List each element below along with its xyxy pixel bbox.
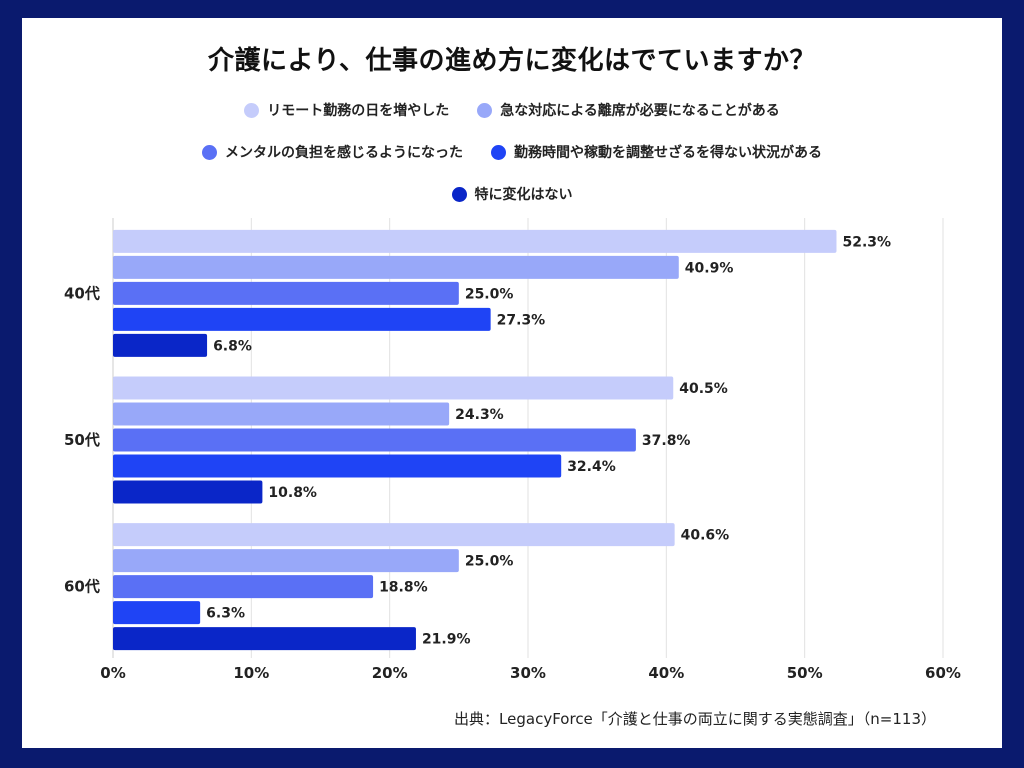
category-label: 40代: [64, 284, 100, 302]
bar: [113, 281, 459, 305]
source-note: 出典：LegacyForce「介護と仕事の両立に関する実態調査」（n=113）: [454, 710, 936, 728]
legend-label: リモート勤務の日を増やした: [267, 103, 450, 119]
x-tick-label: 0%: [100, 664, 125, 682]
data-label: 25.0%: [465, 554, 514, 570]
data-label: 18.8%: [379, 580, 428, 596]
legend-row-3: 特に変化はない: [22, 184, 1002, 204]
x-tick-label: 20%: [372, 664, 408, 682]
bar: [113, 402, 450, 426]
x-tick-label: 60%: [925, 664, 961, 682]
data-label: 52.3%: [842, 234, 891, 250]
legend-swatch: [451, 186, 467, 202]
category-label: 60代: [64, 578, 100, 596]
bar: [113, 523, 675, 547]
x-tick-label: 10%: [233, 664, 269, 682]
data-label: 40.5%: [679, 381, 728, 397]
legend-row-1: リモート勤務の日を増やした 急な対応による離席が必要になることがある: [22, 100, 1002, 120]
legend-item: 急な対応による離席が必要になることがある: [477, 100, 780, 120]
category-label: 50代: [64, 431, 100, 449]
bar: [113, 255, 679, 279]
x-tick-label: 50%: [787, 664, 823, 682]
legend-label: 勤務時間や稼動を調整せざるを得ない状況がある: [514, 145, 822, 161]
bar: [113, 575, 374, 599]
legend-swatch: [477, 102, 493, 118]
legend-item: メンタルの負担を感じるようになった: [202, 142, 463, 162]
bar: [113, 229, 837, 253]
x-tick-label: 40%: [648, 664, 684, 682]
bar: [113, 428, 636, 452]
data-label: 40.6%: [681, 528, 730, 544]
data-label: 6.8%: [213, 338, 252, 354]
legend-item: 特に変化はない: [451, 184, 573, 204]
legend-row-2: メンタルの負担を感じるようになった 勤務時間や稼動を調整せざるを得ない状況がある: [22, 142, 1002, 162]
data-label: 25.0%: [465, 286, 514, 302]
bar: [113, 601, 201, 625]
bar: [113, 333, 208, 357]
data-label: 37.8%: [642, 433, 691, 449]
chart-card: 介護により、仕事の進め方に変化はでていますか？ リモート勤務の日を増やした 急な…: [22, 18, 1002, 748]
legend-label: メンタルの負担を感じるようになった: [225, 145, 463, 161]
data-label: 21.9%: [422, 632, 471, 648]
data-label: 10.8%: [268, 485, 317, 501]
legend-swatch: [491, 144, 506, 160]
bar: [113, 627, 416, 651]
legend-item: リモート勤務の日を増やした: [244, 100, 449, 120]
data-label: 32.4%: [567, 459, 616, 475]
data-label: 27.3%: [497, 312, 546, 328]
bar-chart: 0% 10% 20% 30% 40% 50% 60% 40代 52.3% 40.9% 25.0% 27…: [64, 218, 961, 682]
legend-swatch: [244, 102, 260, 118]
data-label: 24.3%: [455, 407, 504, 423]
x-tick-label: 30%: [510, 664, 546, 682]
bar: [113, 480, 263, 504]
data-label: 40.9%: [685, 260, 734, 276]
legend-swatch: [202, 144, 217, 160]
legend-label: 特に変化はない: [474, 187, 573, 203]
bar: [113, 376, 674, 400]
bar: [113, 307, 491, 331]
legend-label: 急な対応による離席が必要になることがある: [500, 103, 780, 119]
chart-title: 介護により、仕事の進め方に変化はでていますか？: [208, 46, 816, 76]
legend-item: 勤務時間や稼動を調整せざるを得ない状況がある: [491, 142, 822, 162]
bar: [113, 549, 459, 573]
data-label: 6.3%: [206, 606, 245, 622]
bar: [113, 454, 562, 478]
